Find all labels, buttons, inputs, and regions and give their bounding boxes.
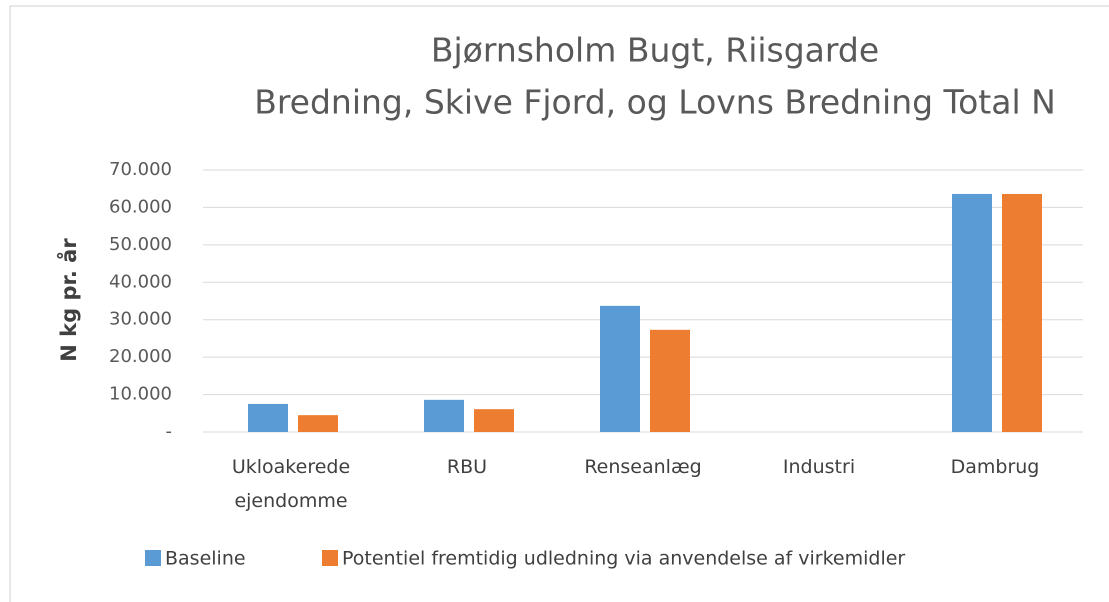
- bar: [952, 193, 992, 432]
- legend-swatch: [322, 550, 338, 566]
- bar: [248, 403, 288, 432]
- y-tick-label: 10.000: [109, 384, 172, 405]
- bar: [424, 399, 464, 432]
- legend-label: Baseline: [165, 548, 246, 570]
- chart-title: Bjørnsholm Bugt, Riisgarde: [431, 31, 879, 70]
- y-tick-label: 50.000: [109, 234, 172, 255]
- bar: [650, 329, 690, 432]
- x-tick-label: RBU: [446, 456, 488, 478]
- y-tick-label: 30.000: [109, 309, 172, 330]
- x-tick-label: Ukloakerede ejendomme: [231, 456, 351, 512]
- legend-swatch: [145, 550, 161, 566]
- y-axis-label: N kg pr. år: [56, 238, 81, 362]
- y-tick-label: 70.000: [109, 159, 172, 180]
- x-tick-label: Dambrug: [950, 456, 1040, 478]
- y-tick-label: 20.000: [109, 346, 172, 367]
- chart-title: Bredning, Skive Fjord, og Lovns Bredning…: [254, 83, 1056, 122]
- x-tick-label: Renseanlæg: [584, 456, 702, 478]
- bar: [1002, 193, 1042, 432]
- x-tick-label: Industri: [782, 456, 856, 478]
- legend-label: Potentiel fremtidig udledning via anvend…: [342, 548, 905, 570]
- bar: [474, 409, 514, 432]
- y-tick-label: -: [166, 421, 173, 442]
- bar: [600, 305, 640, 432]
- y-tick-label: 60.000: [109, 196, 172, 217]
- y-tick-label: 40.000: [109, 271, 172, 292]
- bar: [298, 415, 338, 432]
